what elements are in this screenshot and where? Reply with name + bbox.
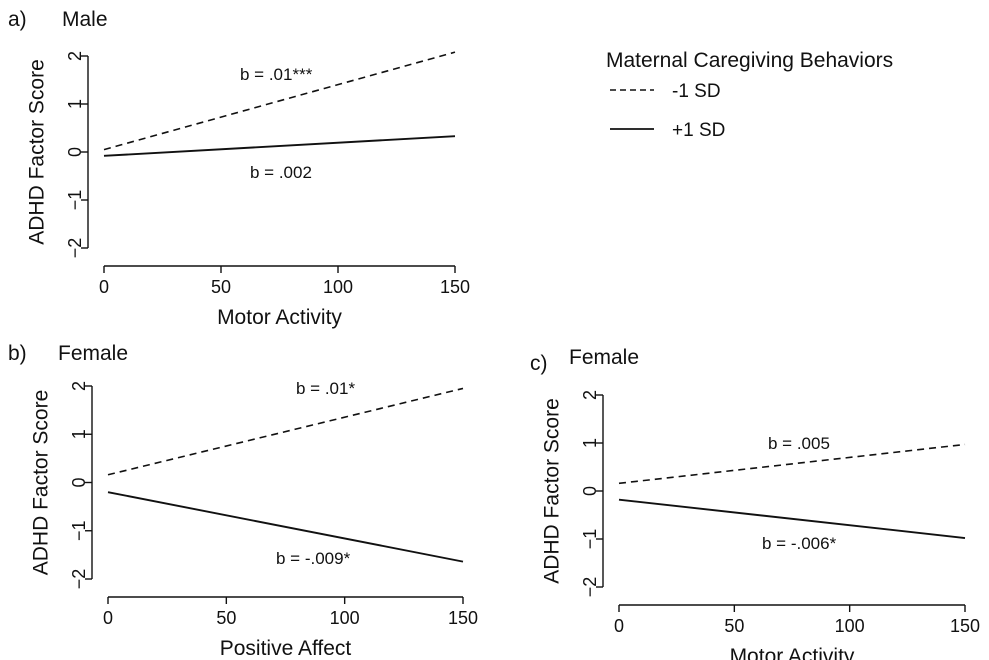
panel-tag: b) <box>8 342 27 365</box>
y-tick-label: 2 <box>69 381 89 391</box>
slope-annotation: b = .005 <box>768 434 830 453</box>
y-axis-title: ADHD Factor Score <box>26 59 49 245</box>
y-axis-title: ADHD Factor Score <box>30 390 53 576</box>
x-tick-label: 100 <box>835 616 865 636</box>
x-tick-label: 150 <box>440 277 470 297</box>
series-line-minus-1sd <box>103 51 456 151</box>
legend: Maternal Caregiving Behaviors -1 SD +1 S… <box>606 49 893 141</box>
y-tick-label: 1 <box>580 438 600 448</box>
x-tick-label: 150 <box>448 608 478 628</box>
x-tick-label: 50 <box>216 608 236 628</box>
y-tick-label: 0 <box>69 477 89 487</box>
series-line-plus-1sd <box>107 491 464 563</box>
y-tick-label: −1 <box>69 520 89 541</box>
panel-tag: c) <box>530 352 548 375</box>
x-tick-label: 0 <box>99 277 109 297</box>
panel-c: c) Female 0 50 100 150 −2 −1 0 1 2 Motor Activity AD… <box>530 346 980 660</box>
x-tick-label: 100 <box>330 608 360 628</box>
panel-b: b) Female 0 50 100 150 −2 −1 0 1 2 Positive Affect A… <box>8 342 478 660</box>
panel-tag: a) <box>8 8 27 31</box>
y-tick-label: −2 <box>69 569 89 590</box>
series-line-plus-1sd <box>618 498 966 539</box>
y-tick-label: −1 <box>65 190 85 211</box>
y-tick-label: 1 <box>69 429 89 439</box>
x-tick-label: 50 <box>724 616 744 636</box>
panel-title: Male <box>62 8 108 31</box>
x-tick-label: 100 <box>323 277 353 297</box>
legend-title: Maternal Caregiving Behaviors <box>606 49 893 72</box>
slope-annotation: b = -.006* <box>762 534 837 553</box>
series-line-minus-1sd <box>107 387 464 476</box>
y-tick-label: −2 <box>580 577 600 598</box>
y-tick-label: 0 <box>580 486 600 496</box>
y-tick-label: −2 <box>65 238 85 259</box>
x-tick-label: 50 <box>211 277 231 297</box>
y-axis-title: ADHD Factor Score <box>541 398 564 584</box>
x-axis-title: Motor Activity <box>730 645 855 660</box>
y-tick-label: 2 <box>580 390 600 400</box>
panel-title: Female <box>569 346 639 369</box>
y-tick-label: 0 <box>65 147 85 157</box>
x-axis-title: Motor Activity <box>217 306 342 329</box>
slope-annotation: b = .01*** <box>240 65 313 84</box>
x-tick-label: 0 <box>614 616 624 636</box>
slope-annotation: b = .01* <box>296 379 355 398</box>
slope-annotation: b = -.009* <box>276 549 351 568</box>
y-tick-label: 2 <box>65 51 85 61</box>
x-tick-label: 150 <box>950 616 980 636</box>
x-axis-title: Positive Affect <box>220 637 352 660</box>
slope-annotation: b = .002 <box>250 163 312 182</box>
legend-label-plus-1sd: +1 SD <box>672 120 725 141</box>
series-line-plus-1sd <box>103 135 456 157</box>
x-tick-label: 0 <box>103 608 113 628</box>
y-tick-label: −1 <box>580 529 600 550</box>
panel-a: a) Male 0 50 100 150 −2 −1 0 1 2 Motor Activity ADHD… <box>8 8 470 329</box>
legend-label-minus-1sd: -1 SD <box>672 81 721 102</box>
panel-title: Female <box>58 342 128 365</box>
y-tick-label: 1 <box>65 99 85 109</box>
series-line-minus-1sd <box>618 443 966 485</box>
